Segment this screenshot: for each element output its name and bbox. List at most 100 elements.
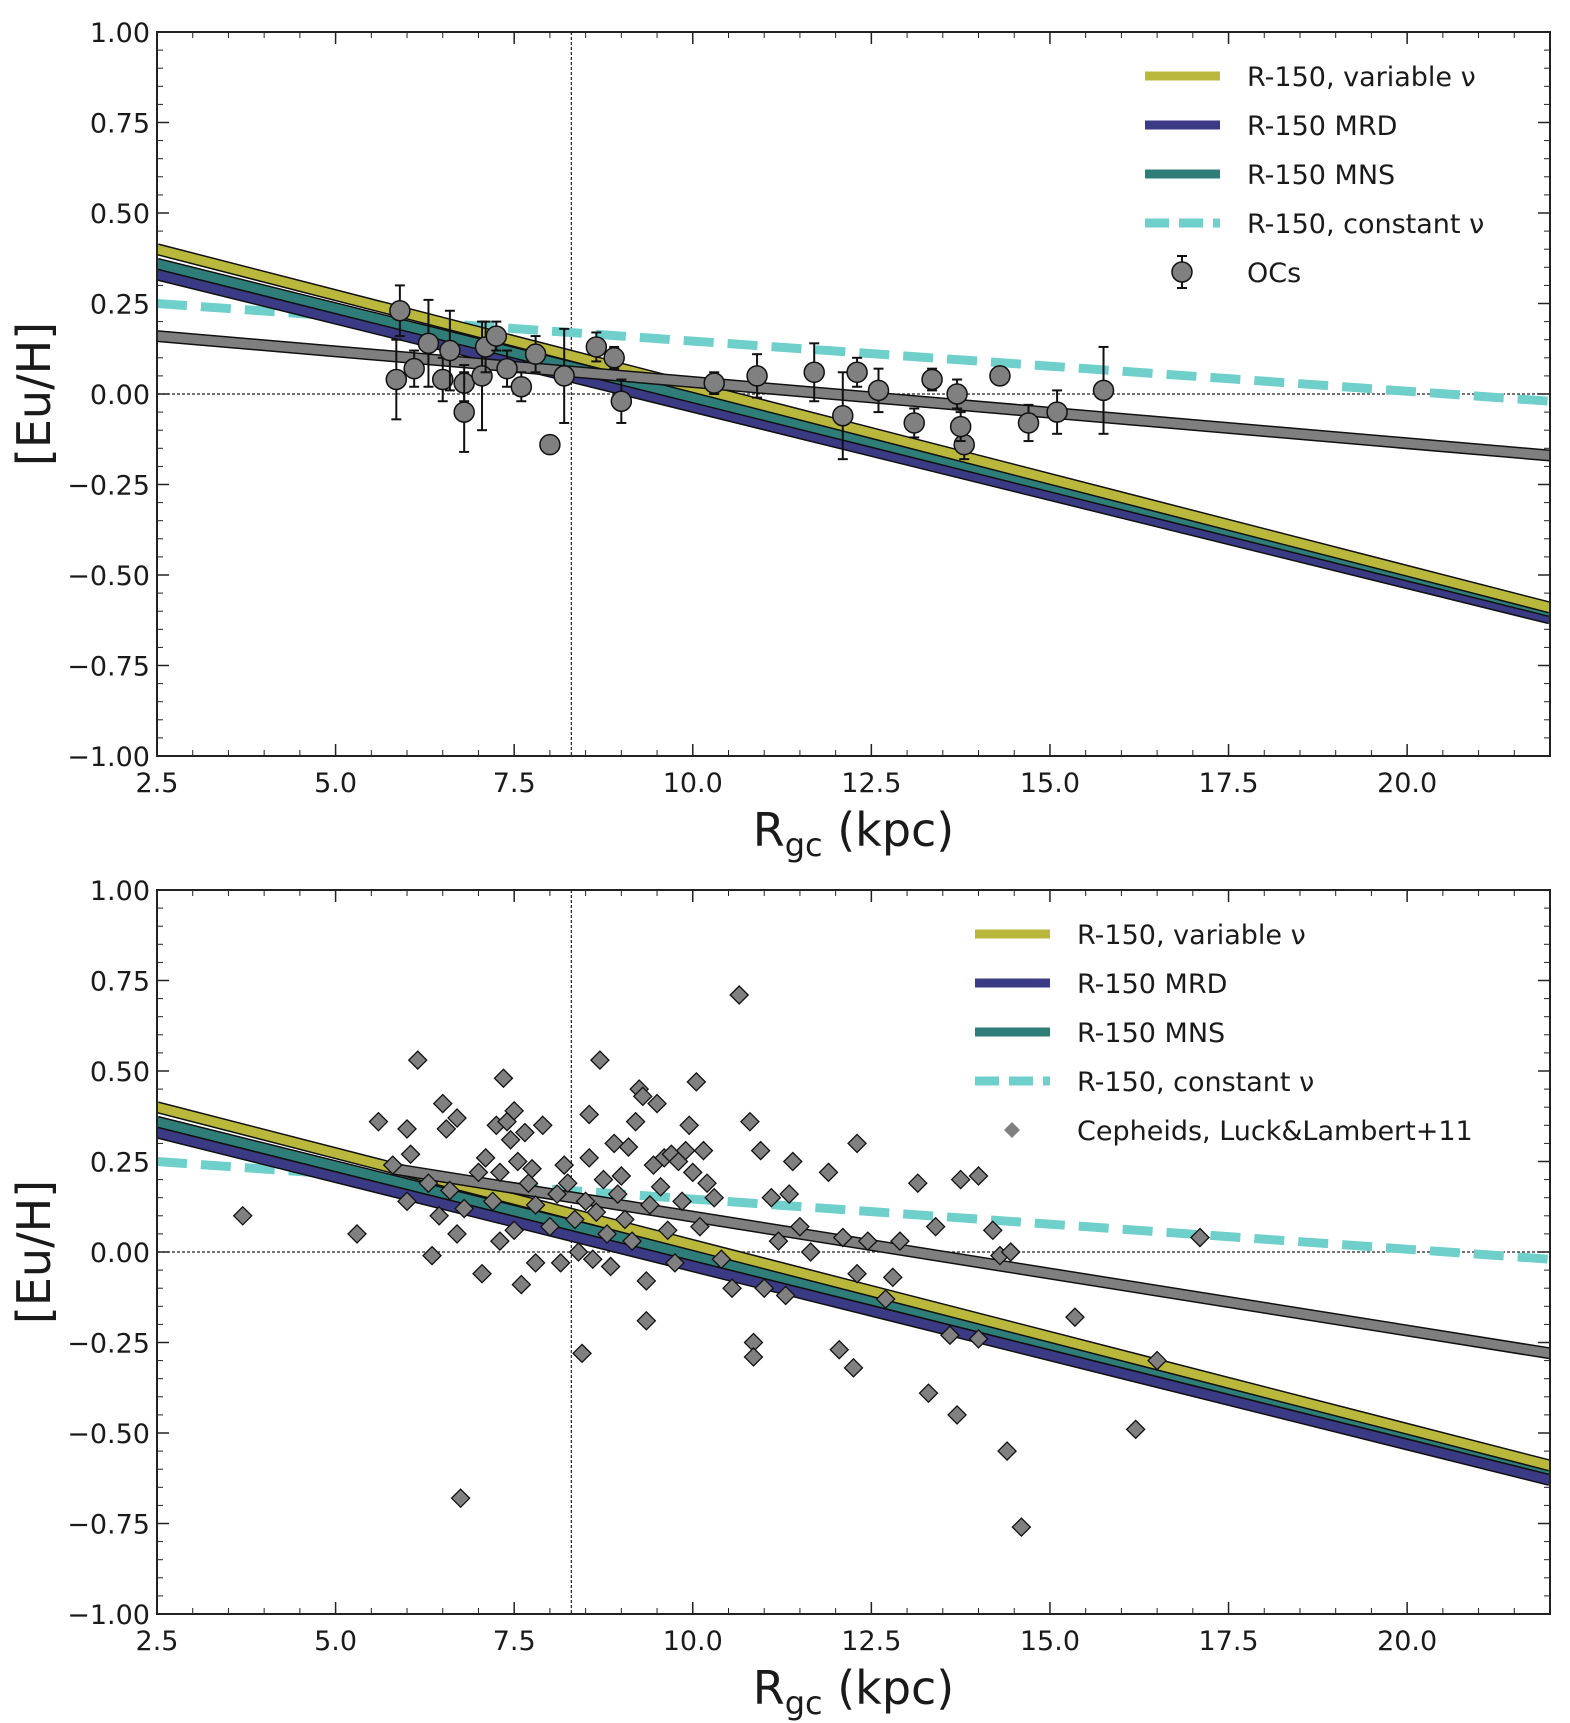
y-axis-label: [Eu/H] xyxy=(7,322,61,466)
data-point xyxy=(650,1176,671,1197)
data-point xyxy=(982,1220,1003,1241)
x-axis-label-units: (kpc) xyxy=(823,803,955,857)
data-point xyxy=(686,1071,707,1092)
data-point xyxy=(636,1310,657,1331)
data-point xyxy=(232,1205,253,1226)
data-point xyxy=(575,1191,596,1212)
fit-line xyxy=(157,331,1550,461)
y-tick-label: 0.25 xyxy=(90,290,150,321)
data-point xyxy=(450,1488,471,1509)
plot-frame xyxy=(156,31,1551,757)
data-point xyxy=(485,325,508,347)
data-point xyxy=(847,1263,867,1284)
data-point xyxy=(903,412,925,434)
data-point xyxy=(818,1162,839,1183)
data-point xyxy=(679,1115,700,1136)
data-point xyxy=(524,343,547,365)
y-tick-label: −1.00 xyxy=(67,742,150,773)
line-mrd xyxy=(157,1128,1550,1485)
data-point xyxy=(1017,412,1040,434)
x-axis-label-units: (kpc) xyxy=(823,1661,955,1715)
x-tick-label: 2.5 xyxy=(136,1626,179,1657)
data-point xyxy=(389,299,411,322)
y-tick-label: −0.75 xyxy=(67,652,150,683)
data-point xyxy=(604,1133,625,1154)
legend: R-150, variable ν R-150 MRD R-150 MNS R-150… xyxy=(1145,62,1484,289)
data-point xyxy=(447,1223,467,1244)
x-tick-label: 17.5 xyxy=(1198,1626,1258,1657)
data-point xyxy=(657,1220,678,1241)
data-point xyxy=(647,1093,667,1114)
x-tick-label: 15.0 xyxy=(1020,1626,1080,1657)
data-point xyxy=(610,390,633,412)
data-point xyxy=(946,383,968,405)
legend-label: R-150 MNS xyxy=(1077,1018,1225,1049)
data-point xyxy=(585,336,608,358)
x-tick-label: 10.0 xyxy=(663,1626,723,1657)
legend-label: R-150, constant ν xyxy=(1077,1067,1314,1098)
legend: R-150, variable ν R-150 MRD R-150 MNS R-150… xyxy=(975,920,1473,1147)
y-tick-label: 0.00 xyxy=(90,1238,150,1269)
data-point xyxy=(1190,1227,1210,1248)
x-tick-label: 2.5 xyxy=(136,768,179,799)
data-point xyxy=(611,1166,632,1186)
data-point xyxy=(432,1093,453,1114)
data-point xyxy=(564,1209,585,1230)
legend-label: R-150 MRD xyxy=(1247,111,1397,142)
data-point xyxy=(847,1133,867,1154)
data-point xyxy=(882,1267,903,1288)
data-point xyxy=(775,1285,796,1306)
y-tick-label: −0.75 xyxy=(67,1510,150,1541)
data-point xyxy=(750,1140,771,1161)
data-point xyxy=(1011,1517,1032,1538)
data-point xyxy=(539,1216,560,1237)
data-point xyxy=(618,1137,639,1157)
data-point xyxy=(907,1173,928,1194)
data-point xyxy=(754,1278,775,1299)
data-point xyxy=(368,1111,389,1132)
data-point xyxy=(514,1122,535,1143)
data-point xyxy=(1125,1419,1146,1440)
data-point xyxy=(603,347,625,369)
data-point xyxy=(625,1111,646,1132)
y-tick-label: 0.00 xyxy=(90,380,150,411)
data-point xyxy=(1065,1307,1085,1328)
data-point xyxy=(739,1111,760,1132)
data-point xyxy=(447,1108,467,1128)
data-point xyxy=(489,1162,510,1183)
data-point xyxy=(597,1223,617,1244)
data-point xyxy=(407,1050,428,1071)
line-variable-nu xyxy=(157,244,1550,612)
data-point xyxy=(843,1357,864,1378)
data-point xyxy=(703,372,725,394)
data-point xyxy=(1092,379,1115,402)
x-axis-label-main: R xyxy=(753,803,785,857)
x-tick-label: 12.5 xyxy=(841,768,901,799)
data-point xyxy=(518,1173,539,1194)
data-point xyxy=(439,339,461,362)
data-point xyxy=(697,1173,717,1194)
data-point xyxy=(761,1187,782,1208)
data-point xyxy=(532,1115,553,1136)
line-mrd xyxy=(157,270,1550,623)
data-point xyxy=(496,357,518,380)
data-point xyxy=(579,1104,600,1125)
y-tick-label: −1.00 xyxy=(67,1600,150,1631)
x-tick-label: 10.0 xyxy=(663,768,723,799)
data-point xyxy=(572,1343,592,1364)
data-point xyxy=(950,1169,971,1190)
data-point xyxy=(829,1339,850,1360)
data-point xyxy=(557,1173,578,1194)
x-tick-label: 5.0 xyxy=(314,1626,357,1657)
legend-label: R-150, variable ν xyxy=(1247,62,1476,93)
x-axis-label: Rgc (kpc) xyxy=(753,803,955,864)
x-axis-label-main: R xyxy=(753,1661,785,1715)
data-point xyxy=(417,332,440,355)
data-point xyxy=(422,1245,442,1266)
y-tick-label: 0.75 xyxy=(90,967,150,998)
data-point xyxy=(554,1155,575,1176)
data-point xyxy=(968,1328,989,1349)
data-point xyxy=(800,1242,821,1262)
data-point xyxy=(589,1050,610,1071)
